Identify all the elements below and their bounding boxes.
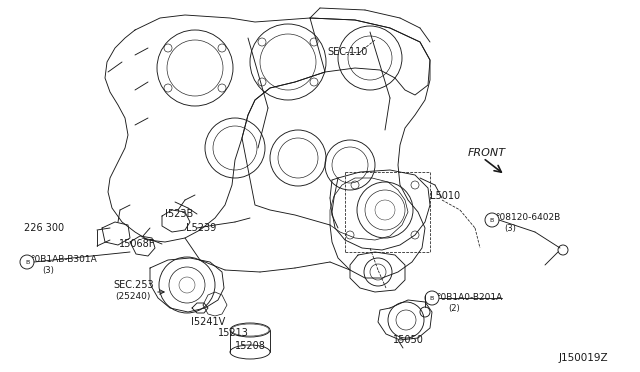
Text: SEC.110: SEC.110	[327, 47, 367, 57]
Text: I523B: I523B	[165, 209, 193, 219]
Text: 15068F: 15068F	[119, 239, 156, 249]
Text: L5010: L5010	[430, 191, 460, 201]
Text: (3): (3)	[504, 224, 516, 234]
Text: (2): (2)	[448, 305, 460, 314]
Text: (25240): (25240)	[115, 292, 150, 301]
Text: L5239: L5239	[186, 223, 216, 233]
Text: B: B	[490, 218, 494, 222]
Text: SEC.253: SEC.253	[113, 280, 154, 290]
Text: 15213: 15213	[218, 328, 249, 338]
Text: 15050: 15050	[393, 335, 424, 345]
Text: FRONT: FRONT	[468, 148, 506, 158]
Text: 15208: 15208	[235, 341, 266, 351]
Text: J150019Z: J150019Z	[559, 353, 609, 363]
Text: °0B1AB-B301A: °0B1AB-B301A	[30, 256, 97, 264]
Text: °0B1A0-B201A: °0B1A0-B201A	[436, 294, 502, 302]
Text: I5241V: I5241V	[191, 317, 225, 327]
Text: B: B	[430, 295, 434, 301]
Text: °08120-6402B: °08120-6402B	[495, 214, 560, 222]
Text: 226 300: 226 300	[24, 223, 64, 233]
Text: (3): (3)	[42, 266, 54, 276]
Text: B: B	[25, 260, 29, 264]
